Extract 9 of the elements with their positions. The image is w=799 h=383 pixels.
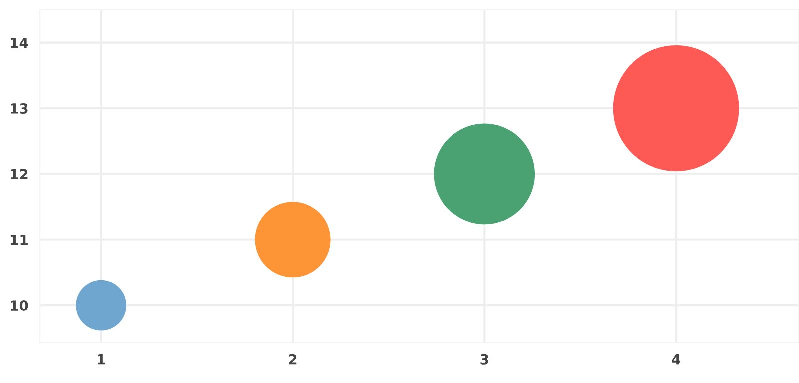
y-tick-label: 12	[11, 169, 28, 180]
y-tick-label: 13	[11, 103, 28, 114]
x-tick-label: 1	[98, 354, 106, 365]
y-tick-label: 14	[11, 38, 28, 48]
x-tick-label: 2	[289, 354, 297, 365]
x-tick-label: 3	[480, 354, 488, 365]
y-tick-label: 10	[11, 300, 28, 312]
x-tick-label: 4	[672, 354, 681, 365]
y-tick-label: 11	[11, 235, 28, 246]
